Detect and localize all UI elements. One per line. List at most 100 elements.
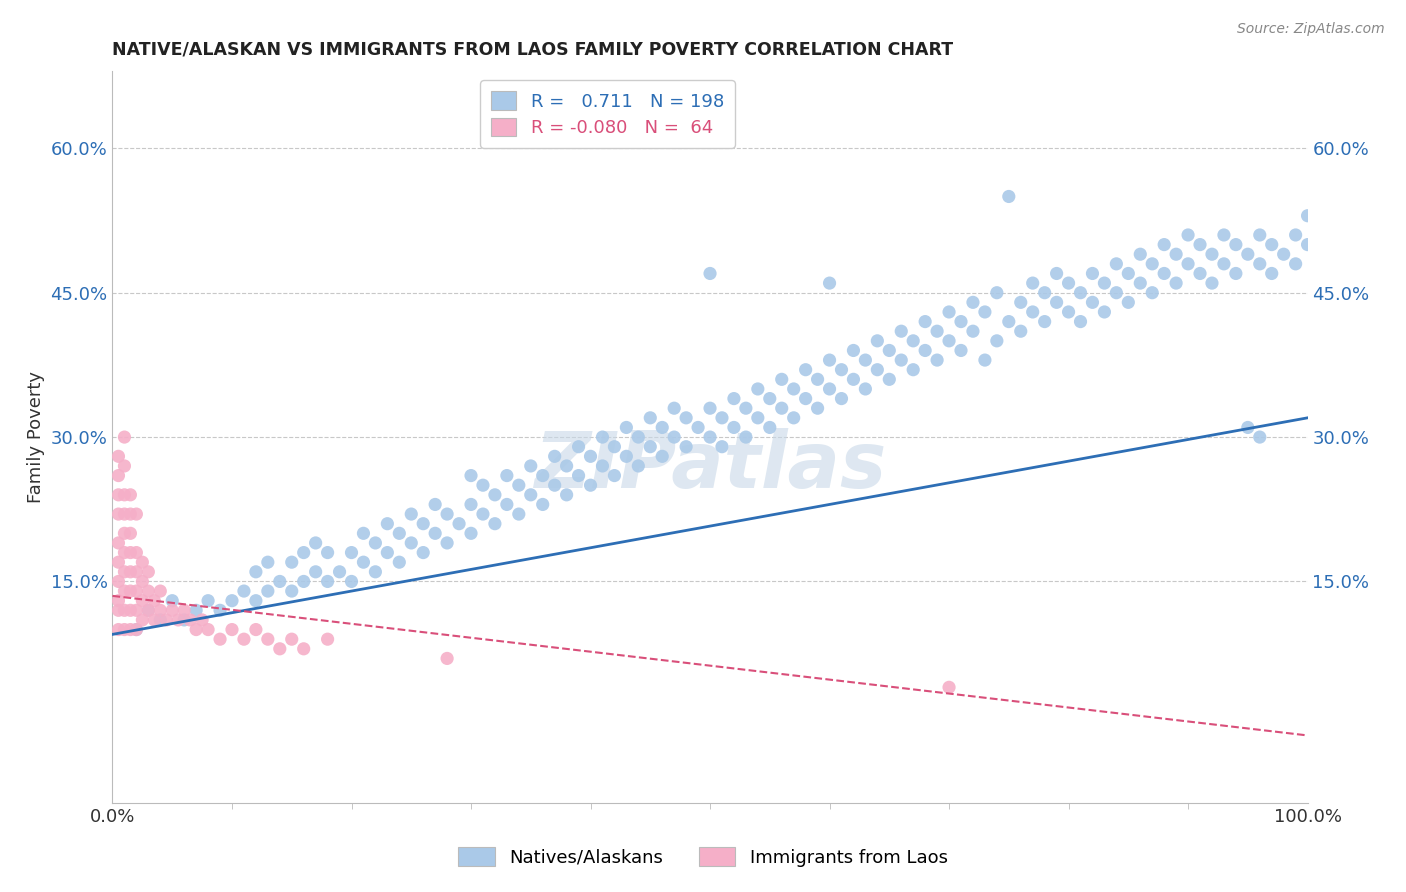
Point bbox=[555, 458, 578, 473]
Point bbox=[782, 410, 804, 425]
Point bbox=[221, 623, 243, 637]
Point bbox=[842, 343, 865, 358]
Point bbox=[616, 420, 638, 434]
Point bbox=[855, 353, 877, 368]
Point bbox=[484, 516, 506, 531]
Point bbox=[531, 468, 554, 483]
Point bbox=[759, 420, 782, 434]
Point bbox=[579, 478, 602, 492]
Point bbox=[138, 565, 160, 579]
Point bbox=[1142, 285, 1164, 300]
Point bbox=[305, 565, 328, 579]
Point bbox=[1249, 257, 1271, 271]
Point bbox=[221, 593, 243, 607]
Text: Source: ZipAtlas.com: Source: ZipAtlas.com bbox=[1237, 22, 1385, 37]
Point bbox=[162, 603, 183, 617]
Point bbox=[998, 315, 1021, 329]
Point bbox=[364, 565, 387, 579]
Point bbox=[1033, 315, 1056, 329]
Point bbox=[340, 574, 363, 589]
Point bbox=[107, 555, 129, 569]
Point bbox=[173, 603, 195, 617]
Point bbox=[890, 324, 912, 338]
Point bbox=[143, 593, 166, 607]
Point bbox=[675, 410, 697, 425]
Point bbox=[616, 450, 638, 464]
Point bbox=[245, 565, 267, 579]
Point bbox=[998, 189, 1021, 203]
Point bbox=[1225, 267, 1247, 281]
Point bbox=[866, 334, 889, 348]
Point bbox=[903, 362, 925, 376]
Point bbox=[1142, 257, 1164, 271]
Point bbox=[120, 603, 142, 617]
Point bbox=[257, 584, 280, 599]
Point bbox=[436, 507, 458, 521]
Point bbox=[125, 507, 148, 521]
Point bbox=[831, 392, 853, 406]
Point bbox=[138, 603, 160, 617]
Point bbox=[1129, 247, 1152, 261]
Point bbox=[352, 526, 374, 541]
Point bbox=[1118, 267, 1140, 281]
Point bbox=[747, 382, 769, 396]
Point bbox=[1261, 267, 1284, 281]
Point bbox=[131, 613, 153, 627]
Point bbox=[401, 536, 423, 550]
Point bbox=[770, 401, 793, 416]
Point bbox=[125, 565, 148, 579]
Point bbox=[167, 613, 190, 627]
Point bbox=[1010, 324, 1032, 338]
Point bbox=[173, 613, 195, 627]
Point bbox=[107, 593, 129, 607]
Point bbox=[855, 382, 877, 396]
Point bbox=[818, 353, 841, 368]
Point bbox=[120, 488, 142, 502]
Point bbox=[245, 623, 267, 637]
Point bbox=[107, 574, 129, 589]
Point bbox=[831, 362, 853, 376]
Point bbox=[974, 305, 997, 319]
Point bbox=[425, 526, 447, 541]
Point bbox=[316, 574, 339, 589]
Point bbox=[496, 468, 519, 483]
Point bbox=[1177, 227, 1199, 242]
Point bbox=[879, 343, 901, 358]
Point bbox=[114, 507, 135, 521]
Point bbox=[120, 507, 142, 521]
Point bbox=[603, 468, 626, 483]
Point bbox=[197, 623, 219, 637]
Point bbox=[1105, 285, 1128, 300]
Point bbox=[508, 478, 530, 492]
Point bbox=[1249, 227, 1271, 242]
Point bbox=[460, 468, 482, 483]
Legend: Natives/Alaskans, Immigrants from Laos: Natives/Alaskans, Immigrants from Laos bbox=[451, 840, 955, 874]
Point bbox=[155, 613, 177, 627]
Point bbox=[460, 498, 482, 512]
Point bbox=[640, 410, 662, 425]
Point bbox=[1010, 295, 1032, 310]
Point bbox=[1094, 305, 1116, 319]
Point bbox=[818, 276, 841, 290]
Point bbox=[1129, 276, 1152, 290]
Point bbox=[1285, 227, 1308, 242]
Point bbox=[292, 545, 315, 559]
Point bbox=[735, 430, 758, 444]
Point bbox=[962, 324, 984, 338]
Point bbox=[1249, 430, 1271, 444]
Point bbox=[316, 632, 339, 647]
Y-axis label: Family Poverty: Family Poverty bbox=[27, 371, 45, 503]
Point bbox=[460, 526, 482, 541]
Point bbox=[735, 401, 758, 416]
Point bbox=[1118, 295, 1140, 310]
Point bbox=[723, 392, 745, 406]
Point bbox=[131, 574, 153, 589]
Point bbox=[1285, 257, 1308, 271]
Point bbox=[986, 285, 1008, 300]
Point bbox=[401, 507, 423, 521]
Point bbox=[107, 488, 129, 502]
Point bbox=[1153, 267, 1175, 281]
Point bbox=[305, 536, 328, 550]
Point bbox=[1070, 315, 1092, 329]
Point bbox=[179, 613, 201, 627]
